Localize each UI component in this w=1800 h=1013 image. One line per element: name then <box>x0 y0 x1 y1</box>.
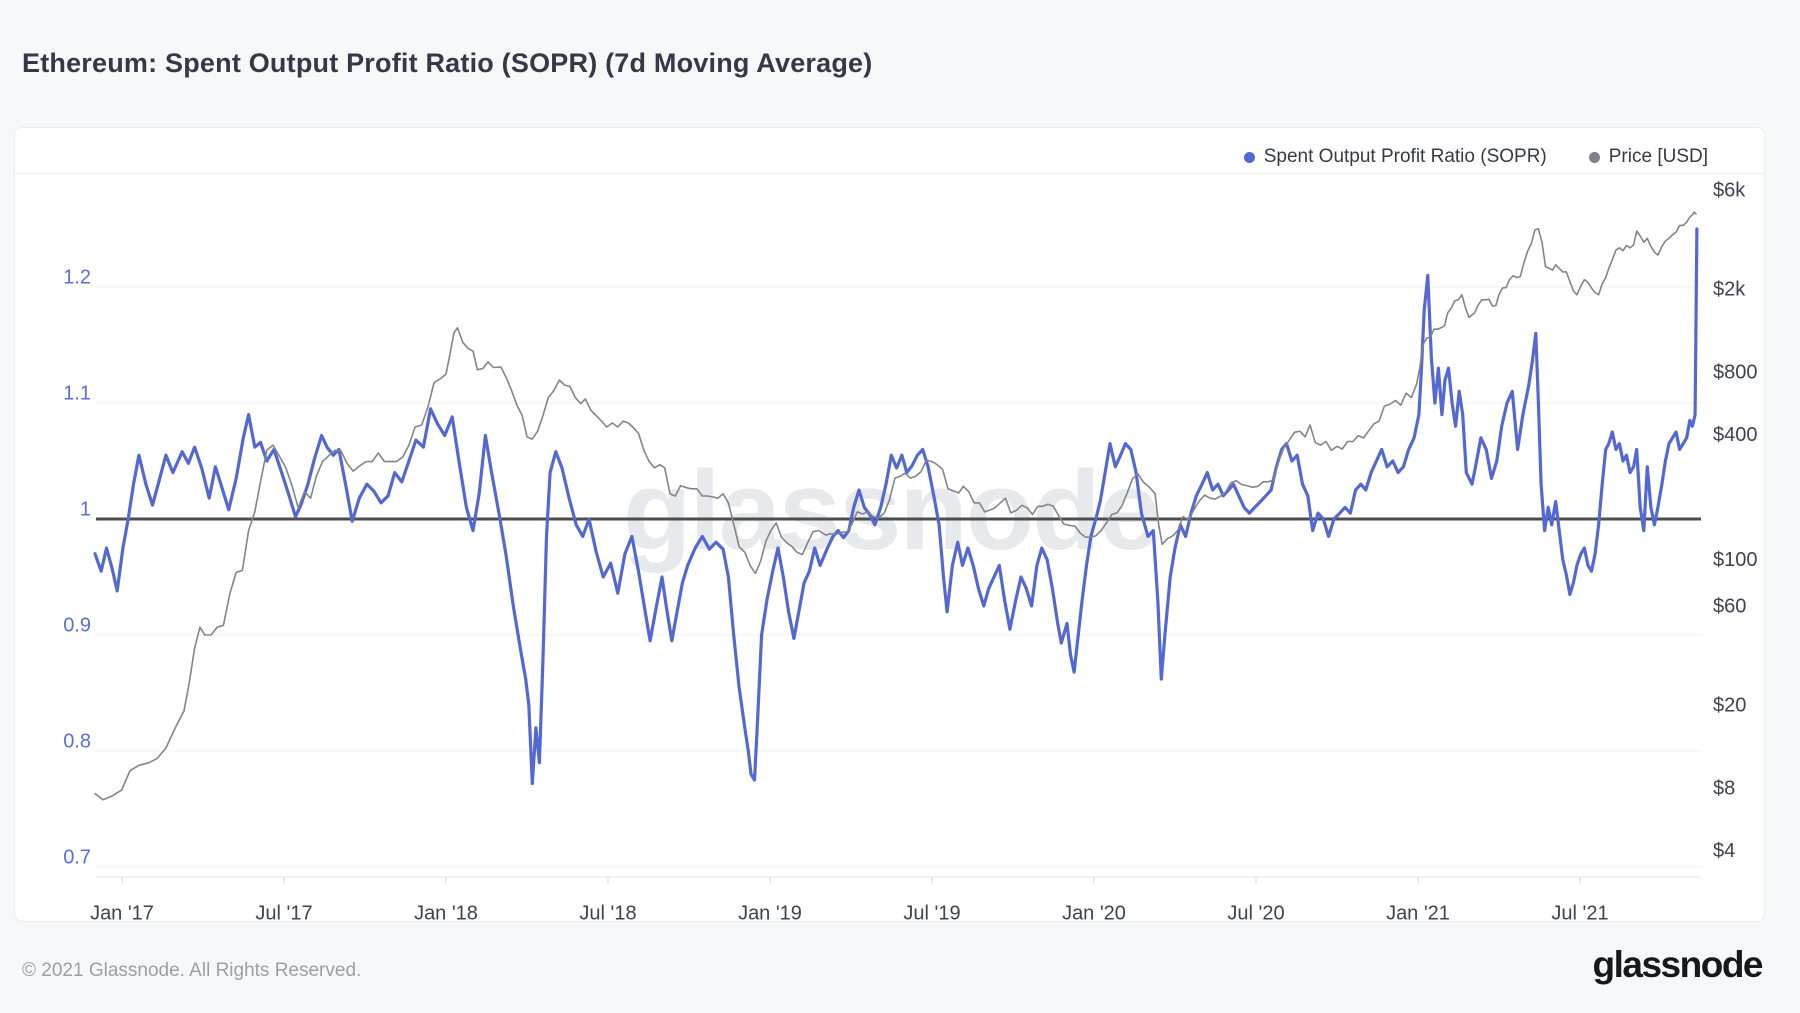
price-legend-label: Price [USD] <box>1608 146 1708 167</box>
left-axis-label: 0.7 <box>63 846 91 868</box>
sopr-price-chart[interactable]: Jan '17 Jul '17 Jan '18 Jul '18 Jan '19 Jul '… <box>15 128 1766 923</box>
left-axis-label: 0.9 <box>63 614 91 636</box>
x-tick-label: Jul '20 <box>1227 903 1284 923</box>
right-axis-label: $100 <box>1713 549 1758 571</box>
chart-legend: Spent Output Profit Ratio (SOPR) Price [… <box>1243 144 1708 170</box>
right-axis-label: $20 <box>1713 695 1746 717</box>
right-axis-label: $2k <box>1713 279 1746 301</box>
left-axis-label: 1.2 <box>63 266 91 288</box>
chart-card: Spent Output Profit Ratio (SOPR) Price [… <box>14 127 1766 923</box>
left-axis-label: 0.8 <box>63 730 91 752</box>
right-axis-label: $800 <box>1713 361 1758 383</box>
x-tick-label: Jan '19 <box>738 903 802 923</box>
x-tick-label: Jan '17 <box>90 903 154 923</box>
x-tick-label: Jul '17 <box>255 903 312 923</box>
x-tick-label: Jul '18 <box>579 903 636 923</box>
copyright-text: © 2021 Glassnode. All Rights Reserved. <box>22 960 362 981</box>
right-axis-label: $60 <box>1713 595 1746 617</box>
right-axis-label: $6k <box>1713 179 1746 201</box>
left-axis-label: 1.1 <box>63 382 91 404</box>
x-tick-label: Jan '21 <box>1386 903 1450 923</box>
right-axis-label: $400 <box>1713 424 1758 446</box>
left-axis-label: 1 <box>80 498 91 520</box>
x-tick-label: Jul '19 <box>903 903 960 923</box>
x-tick-label: Jan '18 <box>414 903 478 923</box>
legend-item-sopr[interactable]: Spent Output Profit Ratio (SOPR) <box>1243 146 1547 168</box>
x-tick-label: Jul '21 <box>1551 903 1608 923</box>
legend-divider <box>15 173 1764 174</box>
page-title: Ethereum: Spent Output Profit Ratio (SOP… <box>22 48 873 78</box>
price-line-series <box>94 211 1697 801</box>
sopr-legend-label: Spent Output Profit Ratio (SOPR) <box>1263 146 1547 167</box>
right-axis-label: $4 <box>1713 840 1735 862</box>
sopr-legend-dot-icon <box>1243 151 1255 163</box>
sopr-line-series <box>93 227 1699 786</box>
watermark: glassnode <box>623 448 1159 573</box>
legend-item-price[interactable]: Price [USD] <box>1588 146 1708 168</box>
glassnode-logo: glassnode <box>1592 944 1764 985</box>
x-tick-label: Jan '20 <box>1062 903 1126 923</box>
price-legend-dot-icon <box>1588 151 1600 163</box>
right-axis-label: $8 <box>1713 777 1735 799</box>
